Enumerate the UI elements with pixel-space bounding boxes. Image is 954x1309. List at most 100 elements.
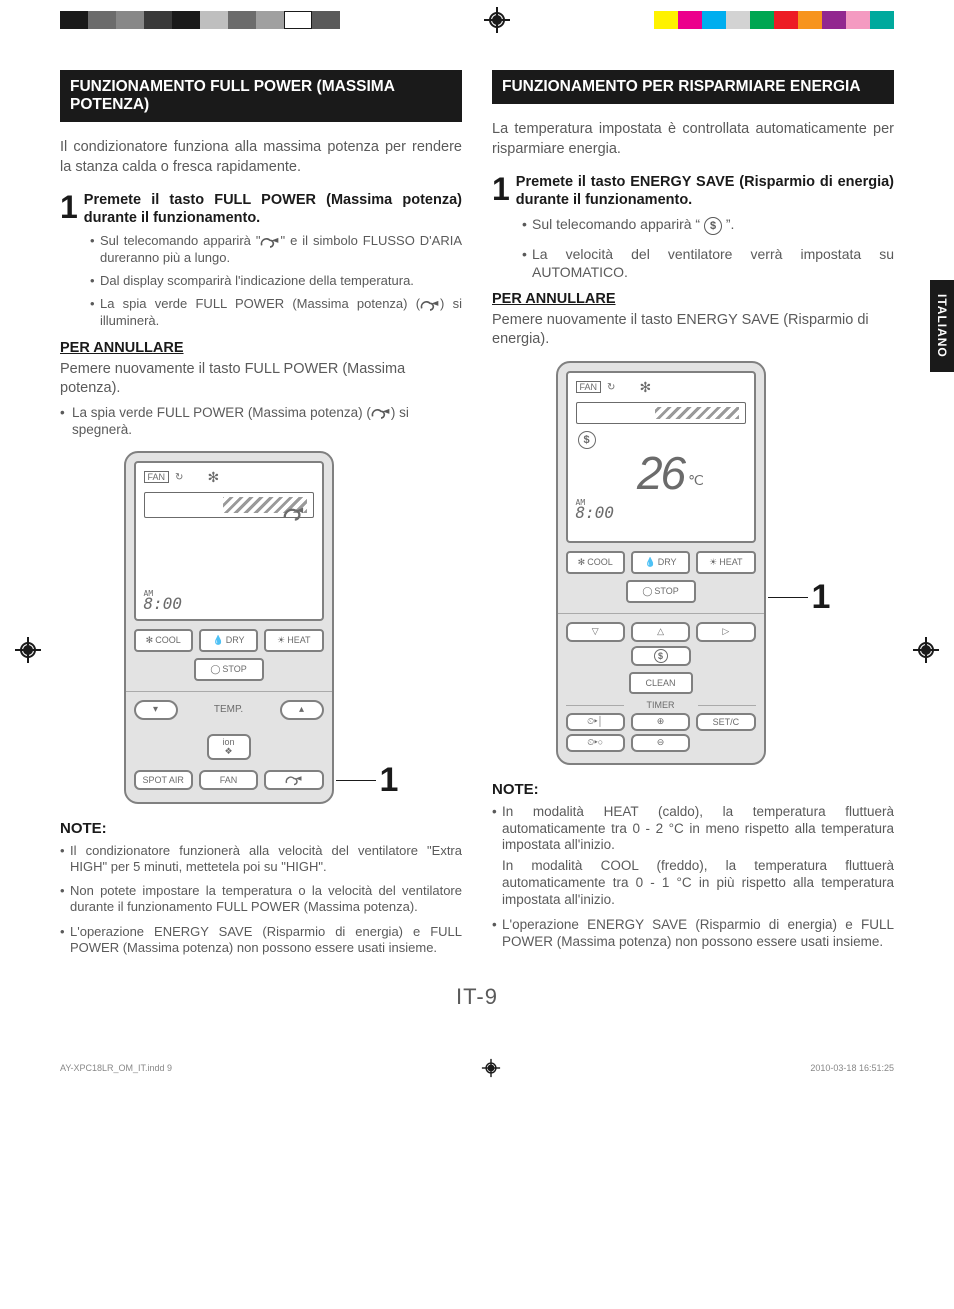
remote-lcd: FAN ↻ ✻ $ 26℃ AM 8:00 <box>566 371 756 543</box>
bullet-item: Sul telecomando apparirà "" e il simbolo… <box>90 233 462 267</box>
remote-body: FAN ↻ ✻ AM 8:00 ✻COOL 💧DRY <box>124 451 334 804</box>
notes-list: In modalità HEAT (caldo), la temperatura… <box>492 804 894 951</box>
note-item: L'operazione ENERGY SAVE (Risparmio di e… <box>60 924 462 957</box>
grayscale-swatches <box>60 11 340 29</box>
remote-body: FAN ↻ ✻ $ 26℃ AM 8:00 ✻COOL <box>556 361 766 765</box>
heat-button[interactable]: ☀HEAT <box>696 551 755 574</box>
cancel-body: Pemere nuovamente il tasto FULL POWER (M… <box>60 360 462 398</box>
cancel-body: Pemere nuovamente il tasto ENERGY SAVE (… <box>492 311 894 349</box>
timer-plus-button[interactable]: ⊕ <box>631 713 690 731</box>
mode-buttons: ✻COOL 💧DRY ☀HEAT <box>566 551 756 574</box>
swirl-icon <box>285 774 303 786</box>
dollar-icon: $ <box>704 217 722 235</box>
snowflake-icon: ✻ <box>207 469 219 486</box>
swing1-button[interactable]: ▽ <box>566 622 625 642</box>
step-number: 1 <box>60 191 78 223</box>
note-item: In modalità HEAT (caldo), la temperatura… <box>492 804 894 855</box>
spot-air-button[interactable]: SPOT AIR <box>134 770 193 790</box>
note-item: L'operazione ENERGY SAVE (Risparmio di e… <box>492 917 894 951</box>
cycle-icon: ↻ <box>607 382 615 393</box>
divider <box>558 613 764 614</box>
callout-1: 1 <box>336 761 399 800</box>
timer-setc-button[interactable]: SET/C <box>696 713 755 731</box>
swirl-icon <box>420 298 440 312</box>
full-power-section: FUNZIONAMENTO FULL POWER (MASSIMA POTENZ… <box>60 70 462 964</box>
bullet-item: La spia verde FULL POWER (Massima potenz… <box>90 296 462 330</box>
remote-illustration: FAN ↻ ✻ $ 26℃ AM 8:00 ✻COOL <box>492 361 894 765</box>
registration-mark-icon <box>484 1061 498 1075</box>
airflow-icon <box>576 402 746 424</box>
intro-text: La temperatura impostata è controllata a… <box>492 120 894 159</box>
temp-down-button[interactable]: ▾ <box>134 700 178 720</box>
notes-heading: NOTE: <box>60 820 462 837</box>
clean-button[interactable]: CLEAN <box>629 672 693 694</box>
ion-button[interactable]: ion❖ <box>207 734 251 760</box>
swing3-button[interactable]: ▷ <box>696 622 755 642</box>
cool-button[interactable]: ✻COOL <box>566 551 625 574</box>
step-number: 1 <box>492 173 510 205</box>
language-tab: ITALIANO <box>930 280 954 372</box>
swirl-icon <box>282 503 304 525</box>
timer-minus-button[interactable]: ⊖ <box>631 734 690 752</box>
timer-on-button[interactable]: ⏲▸│ <box>566 713 625 731</box>
notes-heading: NOTE: <box>492 781 894 798</box>
stop-button[interactable]: ◯STOP <box>626 580 696 603</box>
timer-off-button[interactable]: ⏲▸○ <box>566 734 625 752</box>
cycle-icon: ↻ <box>175 472 183 483</box>
step-1: 1 Premete il tasto ENERGY SAVE (Risparmi… <box>492 173 894 209</box>
footer-file: AY-XPC18LR_OM_IT.indd 9 <box>60 1063 172 1073</box>
note-item: In modalità COOL (freddo), la temperatur… <box>492 858 894 909</box>
temp-label: TEMP. <box>214 704 243 715</box>
bullet-item: La velocità del ventilatore verrà impost… <box>522 245 894 281</box>
mode-buttons: ✻COOL 💧DRY ☀HEAT <box>134 629 324 652</box>
cancel-heading: PER ANNULLARE <box>492 291 894 307</box>
lcd-time: AM 8:00 <box>144 589 183 613</box>
step-bullets: Sul telecomando apparirà “ $ ”. La veloc… <box>522 215 894 281</box>
dry-button[interactable]: 💧DRY <box>199 629 258 652</box>
intro-text: Il condizionatore funziona alla massima … <box>60 138 462 177</box>
energy-save-button[interactable]: $ <box>631 646 691 666</box>
cancel-bullet: La spia verde FULL POWER (Massima potenz… <box>60 404 462 439</box>
registration-bar <box>0 0 954 50</box>
section-header: FUNZIONAMENTO PER RISPARMIARE ENERGIA <box>492 70 894 104</box>
heat-button[interactable]: ☀HEAT <box>264 629 323 652</box>
swing2-button[interactable]: △ <box>631 622 690 642</box>
cool-button[interactable]: ✻COOL <box>134 629 193 652</box>
temp-controls: ▾ TEMP. ▴ <box>134 700 324 720</box>
temp-up-button[interactable]: ▴ <box>280 700 324 720</box>
swirl-icon <box>260 235 280 249</box>
bullet-item: Dal display scomparirà l'indicazione del… <box>90 273 462 290</box>
lcd-temperature: 26℃ <box>576 453 746 494</box>
energy-save-section: FUNZIONAMENTO PER RISPARMIARE ENERGIA La… <box>492 70 894 964</box>
dry-button[interactable]: 💧DRY <box>631 551 690 574</box>
page-number: IT-9 <box>60 984 894 1010</box>
stop-button[interactable]: ◯STOP <box>194 658 264 681</box>
color-swatches <box>654 11 894 29</box>
cancel-heading: PER ANNULLARE <box>60 340 462 356</box>
step-title: Premete il tasto FULL POWER (Massima pot… <box>84 191 462 227</box>
registration-mark-icon <box>487 10 507 30</box>
note-item: Non potete impostare la temperatura o la… <box>60 883 462 916</box>
full-power-button[interactable] <box>264 770 323 790</box>
dollar-icon: $ <box>654 649 668 663</box>
fan-tag: FAN <box>576 381 602 393</box>
section-header: FUNZIONAMENTO FULL POWER (MASSIMA POTENZ… <box>60 70 462 122</box>
dollar-icon: $ <box>578 431 596 449</box>
swirl-icon <box>371 406 391 420</box>
fan-tag: FAN <box>144 471 170 483</box>
timer-label: TIMER <box>566 700 756 710</box>
lcd-time: AM 8:00 <box>576 498 746 522</box>
callout-1: 1 <box>768 578 831 617</box>
notes-list: Il condizionatore funzionerà alla veloci… <box>60 843 462 957</box>
step-title: Premete il tasto ENERGY SAVE (Risparmio … <box>516 173 894 209</box>
snowflake-icon: ✻ <box>639 379 651 396</box>
bullet-item: Sul telecomando apparirà “ $ ”. <box>522 215 894 234</box>
footer-timestamp: 2010-03-18 16:51:25 <box>810 1063 894 1073</box>
remote-illustration: FAN ↻ ✻ AM 8:00 ✻COOL 💧DRY <box>60 451 462 804</box>
footer-meta: AY-XPC18LR_OM_IT.indd 9 2010-03-18 16:51… <box>0 1050 954 1092</box>
remote-lcd: FAN ↻ ✻ AM 8:00 <box>134 461 324 621</box>
note-item: Il condizionatore funzionerà alla veloci… <box>60 843 462 876</box>
fan-button[interactable]: FAN <box>199 770 258 790</box>
divider <box>126 691 332 692</box>
step-bullets: Sul telecomando apparirà "" e il simbolo… <box>90 233 462 329</box>
